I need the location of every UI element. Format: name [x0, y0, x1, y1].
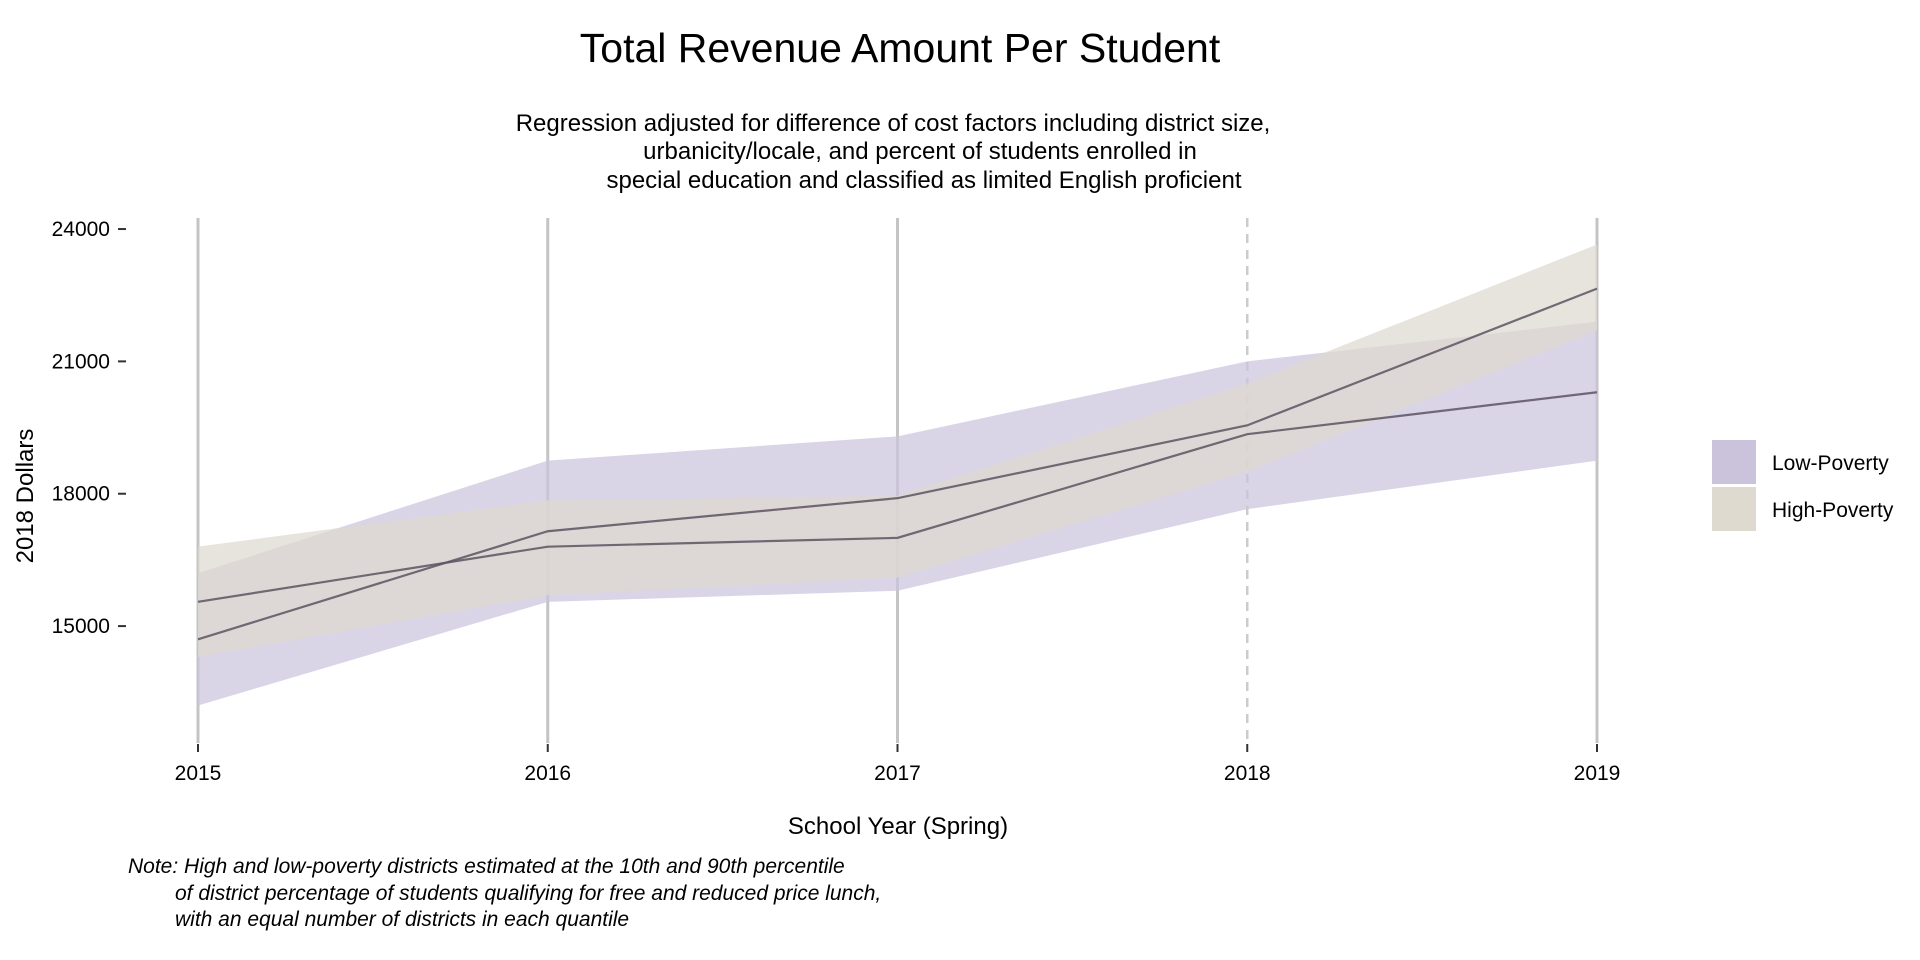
chart-subtitle-line-3: special education and classified as limi…: [606, 167, 1241, 194]
x-tick-label-2018: 2018: [1224, 762, 1271, 785]
note-line-2: of district percentage of students quali…: [175, 882, 881, 905]
note-line-3: with an equal number of districts in eac…: [175, 908, 629, 931]
y-tick-label-15000: 15000: [52, 615, 110, 638]
legend-label-low-poverty: Low-Poverty: [1772, 452, 1889, 475]
line-low-poverty: [197, 391, 1598, 603]
line-high-poverty: [197, 287, 1598, 641]
y-tick-label-21000: 21000: [52, 350, 110, 373]
x-tick-label-2017: 2017: [874, 762, 921, 785]
note-line-1: Note: High and low-poverty districts est…: [128, 855, 845, 878]
y-tick-label-18000: 18000: [52, 483, 110, 506]
x-tick-label-2016: 2016: [524, 762, 571, 785]
chart-subtitle-line-2: urbanicity/locale, and percent of studen…: [643, 138, 1197, 165]
x-tick-label-2019: 2019: [1574, 762, 1621, 785]
plot-area: 15000 18000 21000 24000 2015 2016 2017 2018 2019: [52, 218, 1621, 785]
band-high-poverty: [198, 244, 1597, 657]
legend-label-high-poverty: High-Poverty: [1772, 499, 1894, 522]
chart-title: Total Revenue Amount Per Student: [580, 25, 1221, 71]
legend-swatch-high-poverty: [1712, 487, 1756, 531]
y-tick-label-24000: 24000: [52, 218, 110, 241]
x-tick-label-2015: 2015: [175, 762, 222, 785]
chart-subtitle-line-1: Regression adjusted for difference of co…: [516, 110, 1271, 137]
legend-swatch-low-poverty: [1712, 440, 1756, 484]
y-axis-title: 2018 Dollars: [12, 429, 39, 564]
x-axis-title: School Year (Spring): [788, 813, 1008, 840]
legend: Low-Poverty High-Poverty: [1712, 440, 1894, 531]
